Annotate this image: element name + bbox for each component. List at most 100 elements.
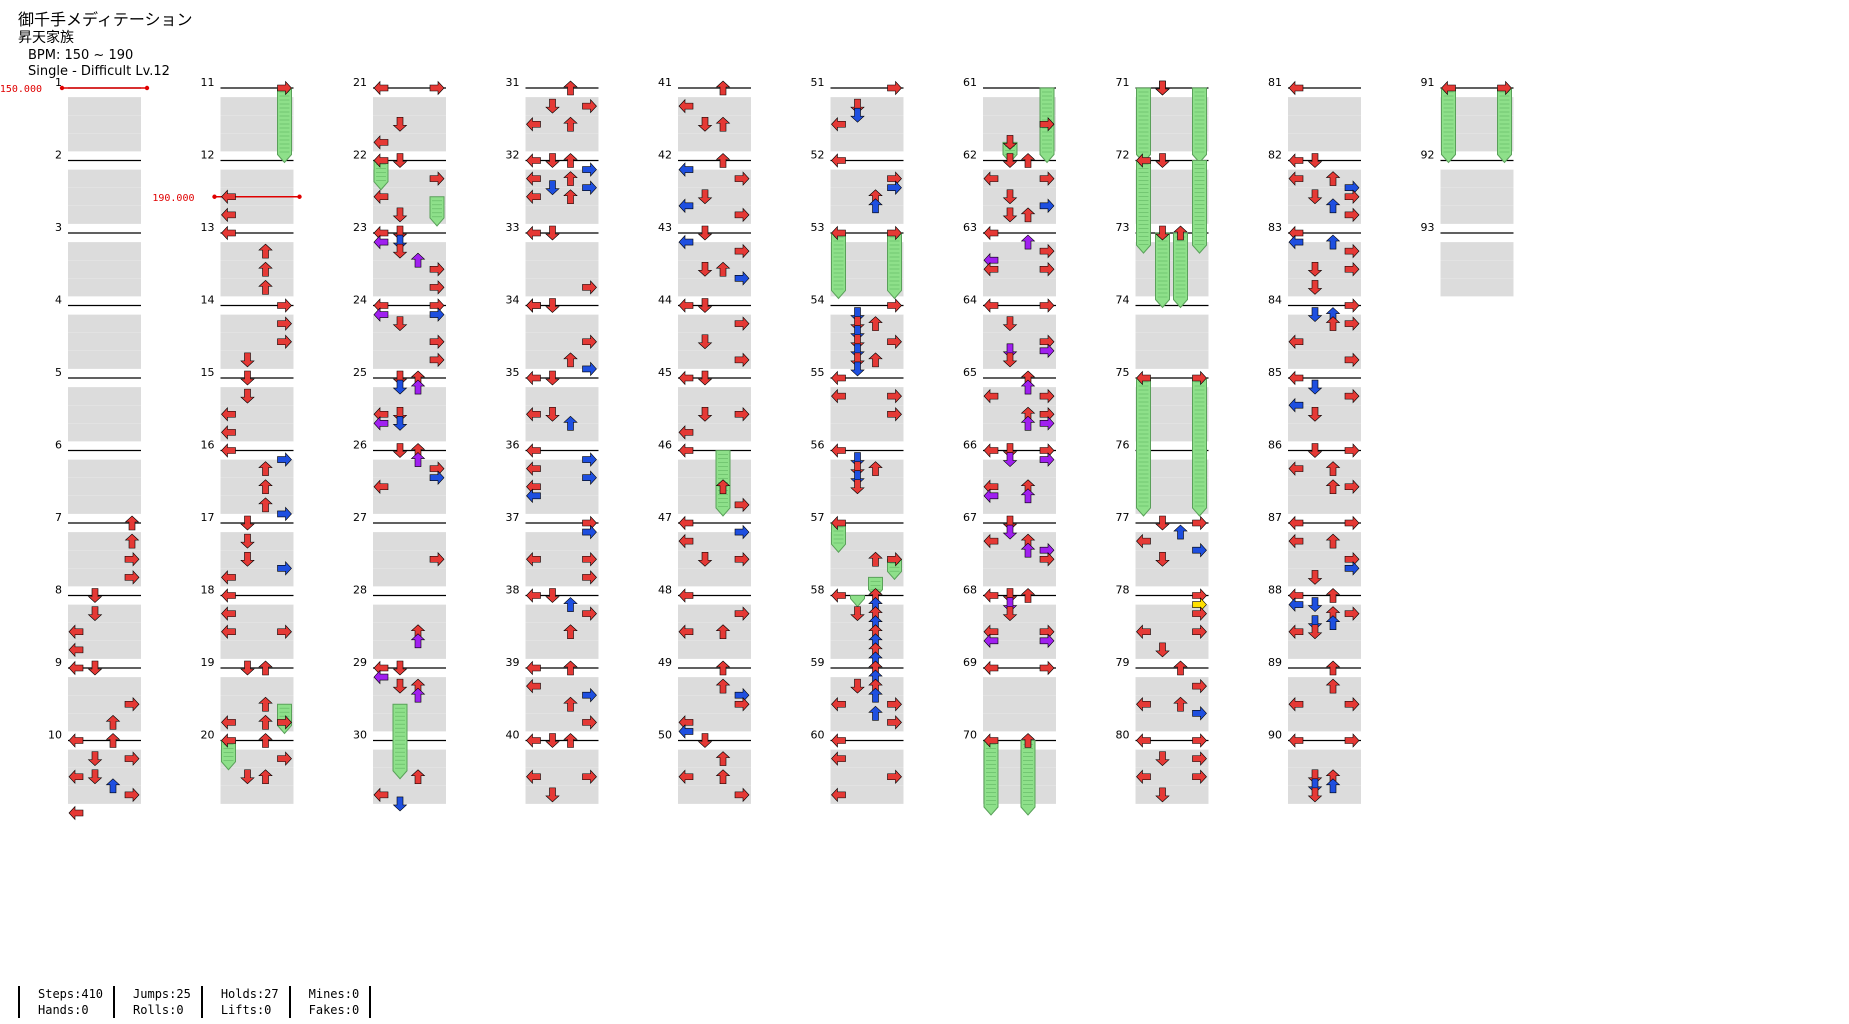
beat-band — [1288, 767, 1361, 786]
step-arrow — [1307, 787, 1323, 803]
arrow-shape — [1039, 443, 1055, 458]
step-arrow — [1020, 415, 1036, 431]
measure-number: 68 — [963, 584, 977, 597]
beat-band — [830, 604, 904, 623]
arrow-shape — [429, 280, 445, 295]
step-arrow — [1192, 706, 1207, 721]
beat-band — [68, 640, 141, 659]
arrow-shape — [697, 370, 713, 386]
step-arrow — [1039, 443, 1055, 458]
step-arrow — [697, 406, 713, 422]
arrow-shape — [582, 361, 597, 377]
step-arrow — [734, 352, 750, 368]
step-arrow — [1039, 198, 1055, 214]
step-arrow — [221, 570, 236, 585]
step-arrow — [1325, 171, 1341, 186]
measure-number: 42 — [658, 149, 672, 162]
arrow-shape — [526, 171, 541, 186]
arrow-shape — [87, 751, 103, 767]
arrow-shape — [1020, 153, 1036, 168]
hold-body — [1136, 160, 1151, 254]
step-arrow — [715, 261, 731, 277]
step-arrow — [68, 660, 84, 676]
arrow-shape — [1325, 533, 1341, 549]
step-arrow — [545, 98, 560, 114]
step-arrow — [124, 696, 140, 712]
beat-band — [525, 477, 599, 496]
arrow-shape — [277, 751, 292, 766]
step-arrow — [410, 769, 426, 785]
step-arrow — [1325, 533, 1341, 549]
beat-band — [678, 387, 751, 406]
beat-band — [830, 568, 904, 587]
beat-band — [678, 550, 751, 569]
arrow-shape — [87, 588, 103, 603]
step-arrow — [1344, 443, 1360, 458]
step-arrow — [868, 461, 883, 476]
arrow-shape — [526, 588, 541, 603]
measure-number: 2 — [55, 149, 62, 162]
arrow-shape — [734, 406, 750, 422]
step-arrow — [887, 406, 902, 422]
beat-band — [983, 278, 1056, 297]
step-arrow — [715, 479, 731, 495]
step-arrow — [221, 624, 236, 640]
step-arrow — [1288, 397, 1304, 413]
step-arrow — [240, 352, 255, 368]
step-arrow — [582, 570, 597, 585]
step-arrow — [87, 606, 103, 622]
arrow-shape — [221, 406, 236, 422]
hold-body — [983, 740, 999, 816]
step-arrow — [563, 153, 578, 168]
arrow-shape — [373, 416, 389, 431]
arrow-shape — [563, 352, 578, 368]
arrow-shape — [1307, 189, 1323, 205]
step-arrow — [678, 624, 694, 640]
arrow-shape — [715, 116, 731, 132]
arrow-shape — [887, 180, 902, 195]
beat-band — [983, 332, 1056, 351]
measure-number: 78 — [1116, 584, 1130, 597]
step-arrow — [68, 642, 84, 658]
measure-number: 32 — [506, 149, 520, 162]
step-arrow — [582, 361, 597, 377]
beat-band — [1135, 640, 1209, 659]
arrow-shape — [1192, 624, 1207, 640]
arrow-shape — [983, 298, 999, 313]
step-arrow — [392, 243, 408, 259]
step-arrow — [850, 678, 865, 694]
arrow-shape — [1155, 642, 1170, 658]
beat-band — [1135, 314, 1209, 333]
arrow-shape — [124, 751, 140, 766]
beat-band — [68, 677, 141, 696]
step-arrow — [887, 225, 902, 241]
arrow-shape — [734, 352, 750, 368]
arrow-shape — [1039, 416, 1055, 431]
beat-band — [220, 604, 294, 623]
beat-band — [1135, 568, 1209, 587]
step-arrow — [1020, 234, 1036, 250]
beat-band — [1288, 314, 1361, 333]
measure-number: 85 — [1268, 366, 1282, 379]
bpm-label: 150.000 — [0, 84, 42, 95]
arrow-shape — [1155, 751, 1170, 767]
step-arrow — [831, 515, 846, 531]
beat-band — [678, 314, 751, 333]
step-arrow — [582, 180, 597, 195]
arrow-shape — [221, 189, 236, 205]
step-arrow — [1192, 769, 1207, 785]
beat-band — [678, 97, 751, 116]
arrow-shape — [373, 189, 389, 205]
step-arrow — [1039, 298, 1055, 313]
arrow-shape — [831, 388, 846, 404]
beat-band — [525, 749, 599, 768]
step-arrow — [1344, 479, 1360, 495]
step-arrow — [1155, 551, 1170, 567]
beat-band — [983, 97, 1056, 116]
arrow-shape — [1020, 488, 1036, 504]
step-arrow — [582, 452, 597, 467]
beat-band — [1440, 242, 1514, 261]
step-arrow — [1039, 343, 1055, 359]
beat-band — [525, 405, 599, 424]
